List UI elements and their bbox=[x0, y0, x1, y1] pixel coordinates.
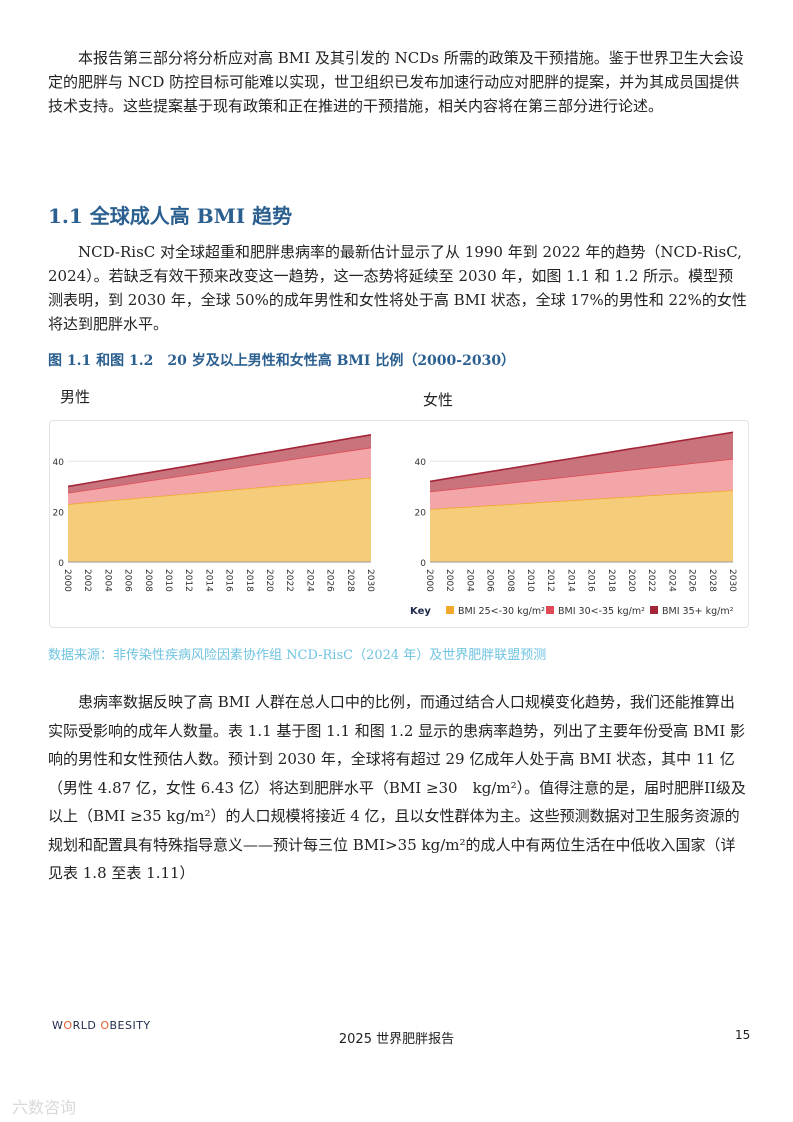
x-tick-label: 2020 bbox=[264, 569, 274, 592]
x-tick-label: 2030 bbox=[727, 569, 737, 592]
y-tick-label: 40 bbox=[415, 458, 427, 468]
x-tick-label: 2030 bbox=[365, 569, 375, 592]
x-tick-label: 2008 bbox=[143, 569, 153, 592]
x-tick-label: 2028 bbox=[707, 569, 717, 592]
x-tick-label: 2026 bbox=[325, 569, 335, 592]
area-men-series-2 bbox=[68, 447, 371, 505]
data-source-note: 数据来源：非传染性疾病风险因素协作组 NCD-RisC（2024 年）及世界肥胖… bbox=[48, 648, 547, 663]
logo-text-rld: RLD bbox=[72, 1019, 101, 1032]
x-tick-label: 2020 bbox=[626, 569, 636, 592]
area-women-series-3 bbox=[430, 432, 733, 492]
area-women-series-1 bbox=[430, 490, 733, 562]
figure-title: 图 1.1 和图 1.2 20 岁及以上男性和女性高 BMI 比例（2000-2… bbox=[48, 353, 516, 369]
area-women-series-2 bbox=[430, 458, 733, 510]
legend-key-label: Key bbox=[410, 606, 431, 617]
x-tick-label: 2028 bbox=[345, 569, 355, 592]
x-tick-label: 2014 bbox=[565, 569, 575, 592]
x-tick-label: 2018 bbox=[606, 569, 616, 592]
area-men-series-1 bbox=[68, 477, 371, 562]
footer-report-title: 2025 世界肥胖报告 bbox=[338, 1032, 455, 1047]
logo-text-besity: BESITY bbox=[109, 1019, 151, 1032]
logo-o-icon: O bbox=[63, 1019, 73, 1032]
watermark: 六数咨询 bbox=[12, 1098, 77, 1117]
legend-item-label: BMI 25<-30 kg/m² bbox=[458, 606, 545, 617]
x-tick-label: 2026 bbox=[687, 569, 697, 592]
x-tick-label: 2022 bbox=[284, 569, 294, 592]
x-tick-label: 2000 bbox=[62, 569, 72, 592]
x-tick-label: 2004 bbox=[464, 569, 474, 592]
x-tick-label: 2002 bbox=[444, 569, 454, 592]
x-tick-label: 2024 bbox=[304, 569, 314, 592]
legend-item-label: BMI 30<-35 kg/m² bbox=[558, 606, 645, 617]
intro-paragraph: 本报告第三部分将分析应对高 BMI 及其引发的 NCDs 所需的政策及干预措施。… bbox=[48, 49, 744, 115]
y-tick-label: 0 bbox=[58, 559, 64, 569]
y-tick-label: 40 bbox=[53, 458, 65, 468]
legend-swatch bbox=[546, 606, 554, 614]
x-tick-label: 2012 bbox=[183, 569, 193, 592]
figure-box: 0 20 40 2000 2002 2004 2006 2008 2010 2012 2014 201… bbox=[49, 420, 749, 628]
y-tick-label: 0 bbox=[420, 559, 426, 569]
y-tick-label: 20 bbox=[415, 509, 427, 519]
area-men-series-3 bbox=[68, 434, 371, 493]
x-tick-label: 2010 bbox=[525, 569, 535, 592]
x-tick-label: 2022 bbox=[646, 569, 656, 592]
x-tick-label: 2012 bbox=[545, 569, 555, 592]
x-tick-label: 2014 bbox=[203, 569, 213, 592]
bmi-charts: 0 20 40 2000 2002 2004 2006 2008 2010 2012 2014 201… bbox=[53, 431, 737, 617]
legend-swatch bbox=[446, 606, 454, 614]
logo-text-w: W bbox=[52, 1019, 64, 1032]
projection-paragraph: 患病率数据反映了高 BMI 人群在总人口中的比例，而通过结合人口规模变化趋势，我… bbox=[48, 693, 746, 882]
x-tick-label: 2008 bbox=[505, 569, 515, 592]
line-men-series-3 bbox=[67, 434, 372, 488]
logo-o2-icon: O bbox=[100, 1019, 110, 1032]
legend-item-label: BMI 35+ kg/m² bbox=[662, 606, 734, 617]
x-tick-label: 2000 bbox=[424, 569, 434, 592]
world-obesity-logo: WORLD OBESITY bbox=[52, 1019, 151, 1032]
x-tick-label: 2006 bbox=[123, 569, 133, 592]
x-tick-label: 2016 bbox=[224, 569, 234, 592]
x-tick-label: 2002 bbox=[82, 569, 92, 592]
panel-label-women: 女性 bbox=[423, 391, 454, 409]
x-tick-label: 2004 bbox=[102, 569, 112, 592]
x-tick-label: 2010 bbox=[163, 569, 173, 592]
panel-label-men: 男性 bbox=[60, 388, 91, 406]
page-number: 15 bbox=[735, 1028, 751, 1042]
trend-paragraph: NCD-RisC 对全球超重和肥胖患病率的最新估计显示了从 1990 年到 20… bbox=[48, 243, 747, 333]
x-tick-label: 2016 bbox=[586, 569, 596, 592]
y-tick-label: 20 bbox=[53, 509, 65, 519]
line-women-series-3 bbox=[429, 431, 734, 483]
x-tick-label: 2006 bbox=[485, 569, 495, 592]
x-tick-label: 2024 bbox=[666, 569, 676, 592]
legend-swatch bbox=[650, 606, 658, 614]
x-tick-label: 2018 bbox=[244, 569, 254, 592]
section-title: 1.1 全球成人高 BMI 趋势 bbox=[48, 204, 293, 228]
